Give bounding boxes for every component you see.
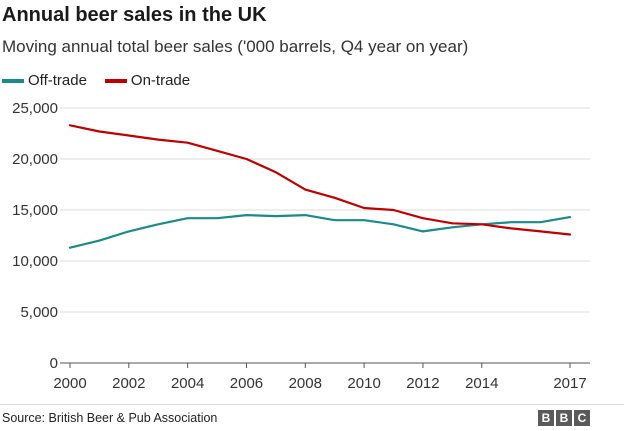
x-tick-label: 2010 — [347, 375, 380, 392]
y-tick-label: 5,000 — [20, 304, 58, 321]
y-tick-label: 25,000 — [12, 100, 58, 117]
series-line-on-trade — [68, 124, 572, 236]
line-chart: 0 5,000 10,000 15,000 20,000 25,000 2000 2002 20… — [12, 100, 590, 392]
bbc-logo-letter: B — [538, 410, 554, 426]
footer-divider — [0, 404, 624, 405]
source-note: Source: British Beer & Pub Association — [2, 411, 218, 425]
chart-title: Annual beer sales in the UK — [2, 4, 267, 26]
legend: Off-trade On-trade — [2, 72, 208, 89]
x-tick-label: 2004 — [171, 375, 204, 392]
x-tick-label: 2012 — [406, 375, 439, 392]
chart-subtitle: Moving annual total beer sales ('000 bar… — [2, 37, 469, 56]
y-tick-label: 10,000 — [12, 253, 58, 270]
legend-item-on-trade: On-trade — [104, 72, 191, 89]
series-line-off-trade — [68, 214, 572, 249]
y-tick-label: 0 — [50, 355, 58, 372]
legend-item-off-trade: Off-trade — [2, 72, 87, 89]
x-tick-label: 2006 — [230, 375, 263, 392]
legend-swatch-off-trade — [2, 78, 24, 83]
y-tick-label: 20,000 — [12, 151, 58, 168]
x-tick-label: 2002 — [112, 375, 145, 392]
x-tick-label: 2000 — [53, 375, 86, 392]
bbc-logo-letter: C — [574, 410, 590, 426]
bbc-logo-letter: B — [556, 410, 572, 426]
legend-swatch-on-trade — [104, 78, 127, 83]
legend-label-on-trade: On-trade — [130, 72, 191, 89]
y-tick-label: 15,000 — [12, 202, 58, 219]
x-tick-label: 2008 — [289, 375, 322, 392]
bbc-logo: B B C — [536, 410, 590, 426]
x-tick-label: 2017 — [553, 375, 586, 392]
x-tick-label: 2014 — [465, 375, 498, 392]
legend-label-off-trade: Off-trade — [28, 72, 87, 89]
